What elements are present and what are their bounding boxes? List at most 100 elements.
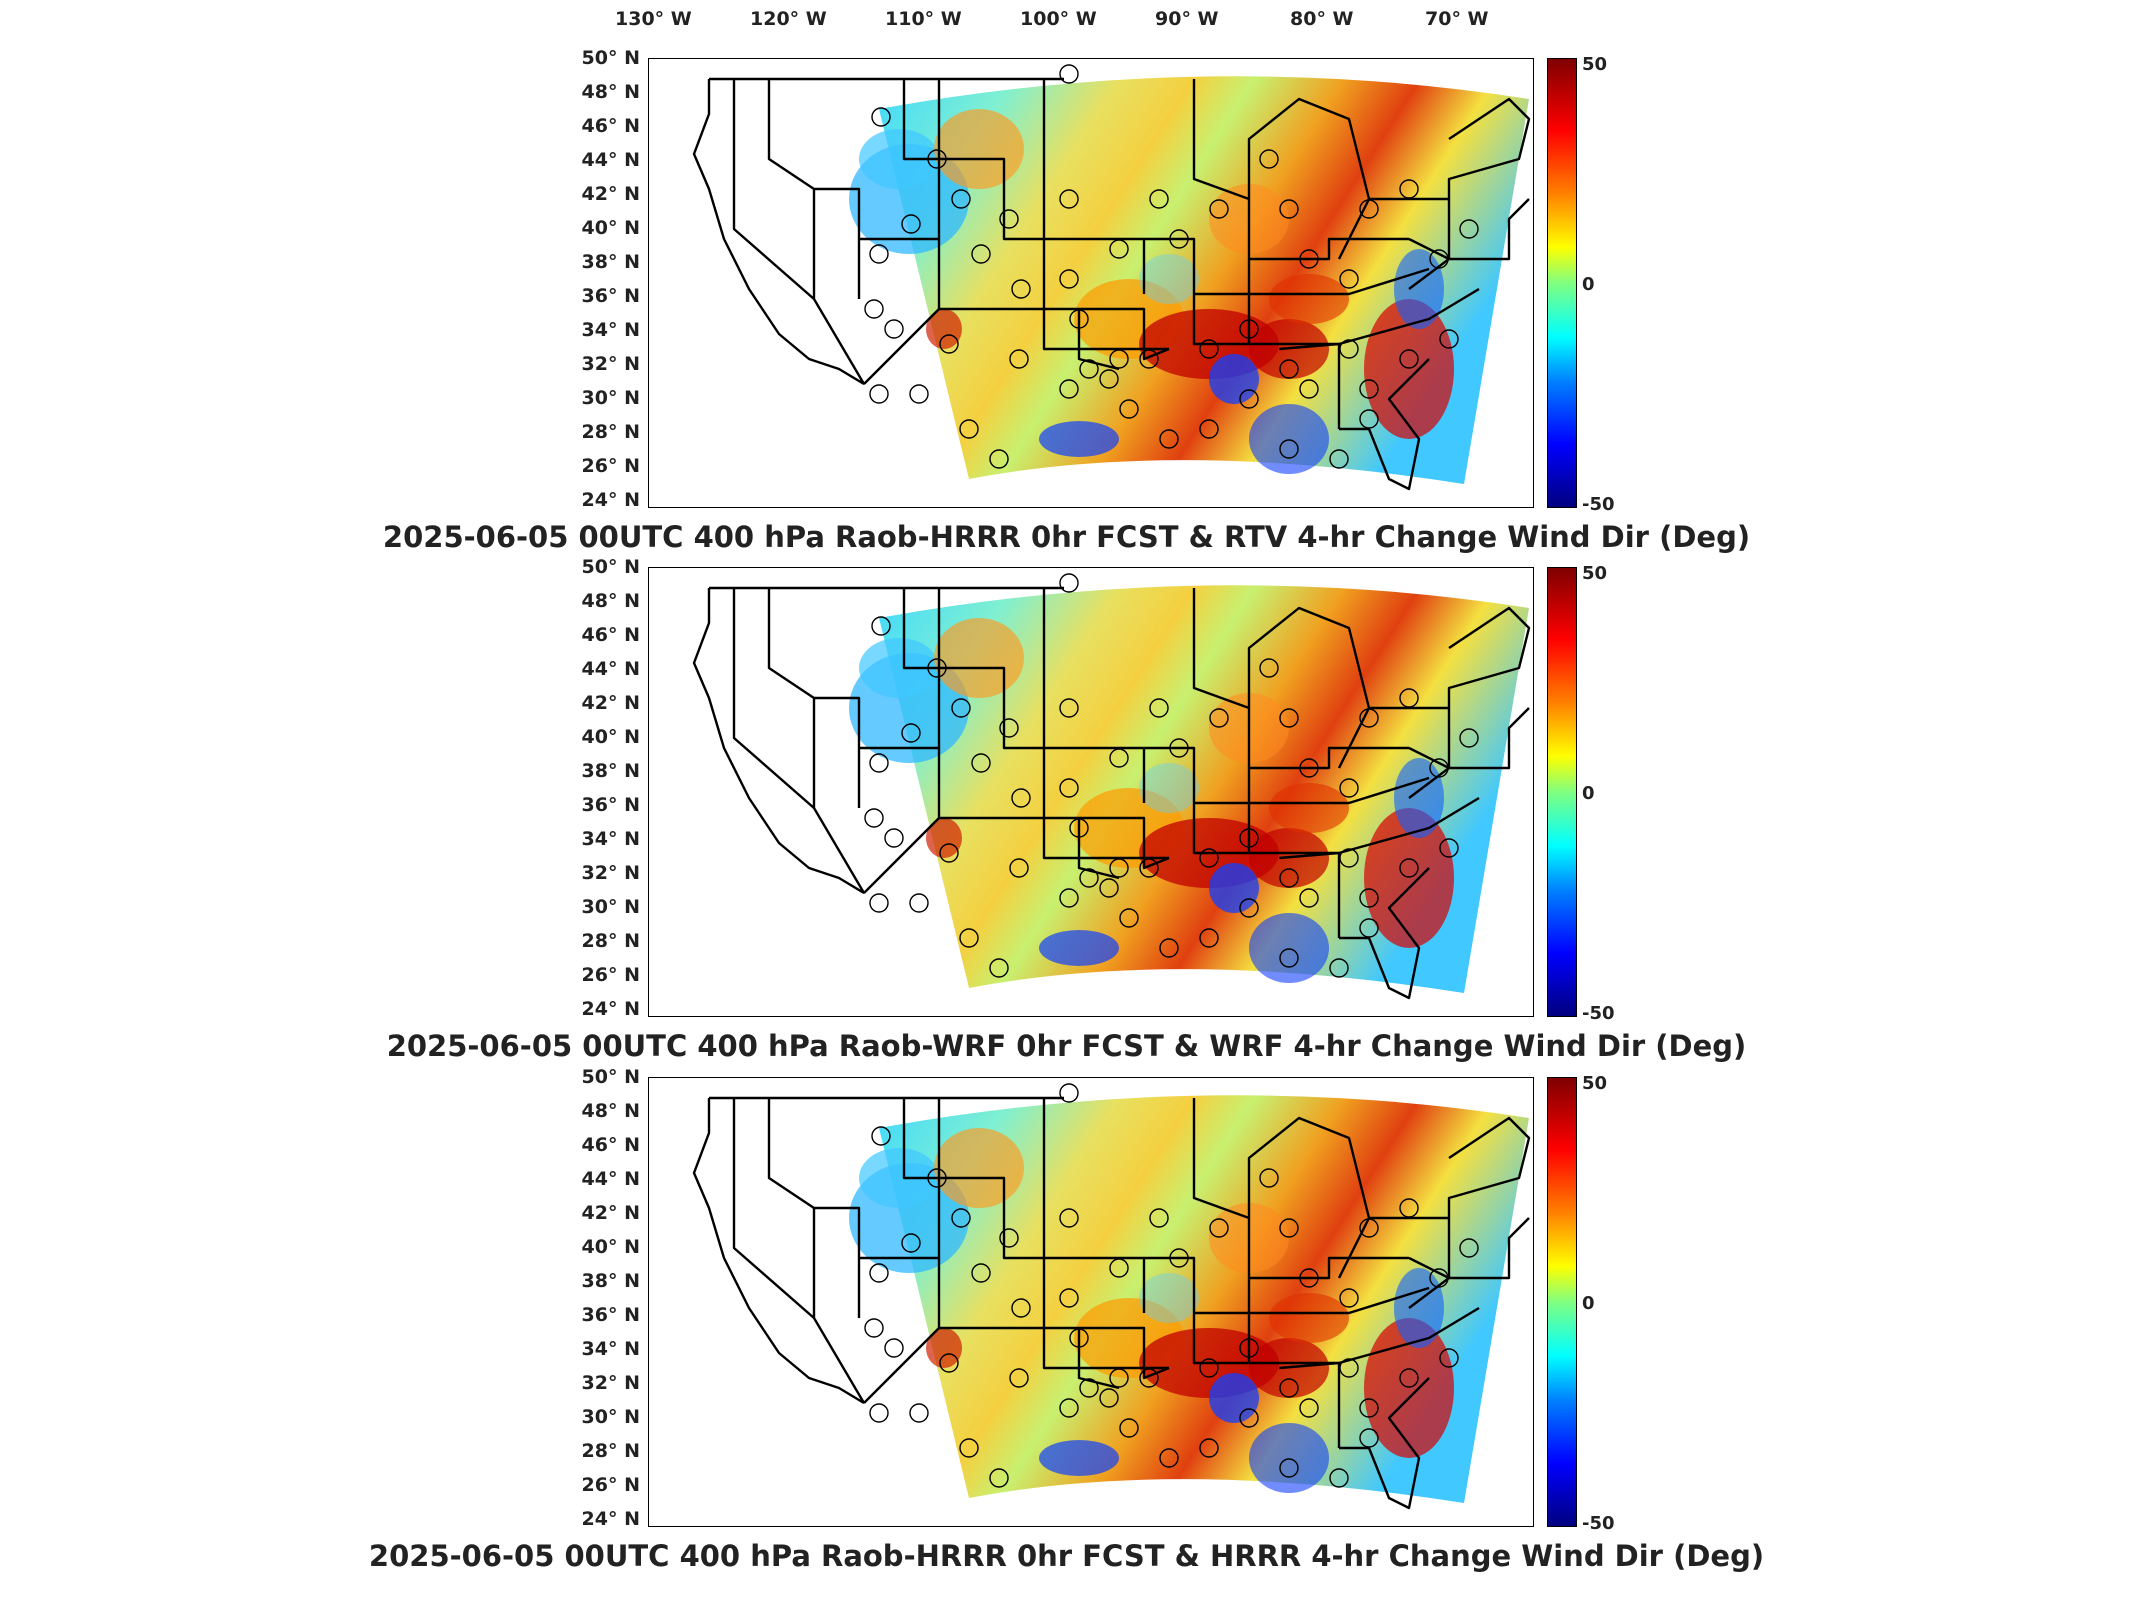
raob-station-marker bbox=[1059, 379, 1079, 399]
latitude-label: 40° N bbox=[581, 217, 640, 239]
raob-station-marker bbox=[1359, 379, 1379, 399]
latitude-label: 38° N bbox=[581, 1270, 640, 1292]
panel-title: 2025-06-05 00UTC 400 hPa Raob-WRF 0hr FC… bbox=[386, 1029, 1747, 1063]
raob-station-marker bbox=[1059, 778, 1079, 798]
raob-station-marker bbox=[1099, 878, 1119, 898]
map-plot-area bbox=[648, 58, 1534, 508]
raob-station-marker bbox=[1239, 1338, 1259, 1358]
wind-direction-map bbox=[692, 64, 1531, 491]
latitude-label: 26° N bbox=[581, 1474, 640, 1496]
raob-station-marker bbox=[1119, 908, 1139, 928]
raob-station-marker bbox=[971, 1263, 991, 1283]
raob-station-marker bbox=[1279, 1458, 1299, 1478]
latitude-label: 32° N bbox=[581, 1372, 640, 1394]
longitude-label: 100° W bbox=[1020, 8, 1097, 30]
longitude-label: 70° W bbox=[1425, 8, 1489, 30]
latitude-label: 42° N bbox=[581, 692, 640, 714]
field-anomaly-patch bbox=[1249, 913, 1329, 983]
raob-station-marker bbox=[1011, 279, 1031, 299]
field-anomaly-patch bbox=[1364, 299, 1454, 439]
raob-station-marker bbox=[1329, 958, 1349, 978]
raob-station-marker bbox=[871, 616, 891, 636]
raob-station-marker bbox=[869, 244, 889, 264]
field-anomaly-patch bbox=[1394, 1268, 1444, 1348]
raob-station-marker bbox=[939, 1353, 959, 1373]
raob-station-marker bbox=[1299, 249, 1319, 269]
raob-station-marker bbox=[1059, 1288, 1079, 1308]
colorbar-tick-min: -50 bbox=[1582, 1513, 1615, 1534]
raob-station-marker bbox=[1159, 1448, 1179, 1468]
field-anomaly-patch bbox=[926, 818, 962, 858]
raob-station-marker bbox=[959, 1438, 979, 1458]
raob-station-marker bbox=[1009, 1368, 1029, 1388]
field-anomaly-patch bbox=[934, 109, 1024, 189]
raob-station-marker bbox=[1399, 1368, 1419, 1388]
raob-station-marker bbox=[1439, 838, 1459, 858]
raob-station-marker bbox=[1079, 868, 1099, 888]
raob-station-marker bbox=[869, 753, 889, 773]
raob-station-marker bbox=[869, 1263, 889, 1283]
raob-station-marker bbox=[1399, 858, 1419, 878]
field-anomaly-patch bbox=[926, 1328, 962, 1368]
raob-station-marker bbox=[1059, 888, 1079, 908]
latitude-label: 48° N bbox=[581, 81, 640, 103]
raob-station-marker bbox=[999, 718, 1019, 738]
colorbar-tick-mid: 0 bbox=[1582, 783, 1595, 804]
raob-station-marker bbox=[1011, 788, 1031, 808]
raob-station-marker bbox=[1279, 1378, 1299, 1398]
raob-station-marker bbox=[1059, 189, 1079, 209]
raob-station-marker bbox=[1099, 1388, 1119, 1408]
latitude-label: 46° N bbox=[581, 115, 640, 137]
latitude-label: 44° N bbox=[581, 1168, 640, 1190]
raob-station-marker bbox=[1279, 948, 1299, 968]
field-anomaly-patch bbox=[1039, 1440, 1119, 1476]
field-anomaly-patch bbox=[1269, 783, 1349, 833]
raob-station-marker bbox=[1339, 778, 1359, 798]
raob-station-marker bbox=[1279, 199, 1299, 219]
latitude-label: 24° N bbox=[581, 1508, 640, 1530]
raob-station-marker bbox=[1109, 858, 1129, 878]
colorbar-tick-mid: 0 bbox=[1582, 274, 1595, 295]
raob-station-marker bbox=[1059, 573, 1079, 593]
raob-station-marker bbox=[1159, 938, 1179, 958]
raob-station-marker bbox=[1109, 1258, 1129, 1278]
raob-station-marker bbox=[1059, 698, 1079, 718]
latitude-label: 42° N bbox=[581, 1202, 640, 1224]
raob-station-marker bbox=[1139, 858, 1159, 878]
raob-station-marker bbox=[971, 753, 991, 773]
raob-station-marker bbox=[959, 419, 979, 439]
field-anomaly-patch bbox=[1139, 254, 1199, 304]
raob-station-marker bbox=[1119, 399, 1139, 419]
raob-station-marker bbox=[1279, 1218, 1299, 1238]
latitude-label: 38° N bbox=[581, 251, 640, 273]
raob-station-marker bbox=[1239, 1408, 1259, 1428]
latitude-label: 50° N bbox=[581, 556, 640, 578]
raob-station-marker bbox=[1359, 1218, 1379, 1238]
raob-station-marker bbox=[864, 1318, 884, 1338]
raob-station-marker bbox=[1299, 379, 1319, 399]
raob-station-marker bbox=[1109, 1368, 1129, 1388]
raob-station-marker bbox=[1339, 1358, 1359, 1378]
field-anomaly-patch bbox=[1364, 1318, 1454, 1458]
raob-station-marker bbox=[1239, 319, 1259, 339]
raob-station-marker bbox=[901, 1233, 921, 1253]
raob-station-marker bbox=[1199, 339, 1219, 359]
longitude-label: 90° W bbox=[1155, 8, 1219, 30]
raob-station-marker bbox=[1299, 888, 1319, 908]
raob-station-marker bbox=[1239, 898, 1259, 918]
raob-station-marker bbox=[1059, 1083, 1079, 1103]
colorbar bbox=[1547, 58, 1577, 508]
map-plot-area bbox=[648, 567, 1534, 1017]
raob-station-marker bbox=[1359, 708, 1379, 728]
latitude-label: 24° N bbox=[581, 998, 640, 1020]
raob-station-marker bbox=[939, 334, 959, 354]
raob-station-marker bbox=[1279, 708, 1299, 728]
raob-station-marker bbox=[989, 958, 1009, 978]
raob-station-marker bbox=[1079, 1378, 1099, 1398]
raob-station-marker bbox=[1259, 149, 1279, 169]
field-anomaly-patch bbox=[1139, 1273, 1199, 1323]
raob-station-marker bbox=[951, 189, 971, 209]
state-boundaries bbox=[692, 77, 1531, 491]
raob-station-marker bbox=[1159, 429, 1179, 449]
raob-station-marker bbox=[1169, 738, 1189, 758]
